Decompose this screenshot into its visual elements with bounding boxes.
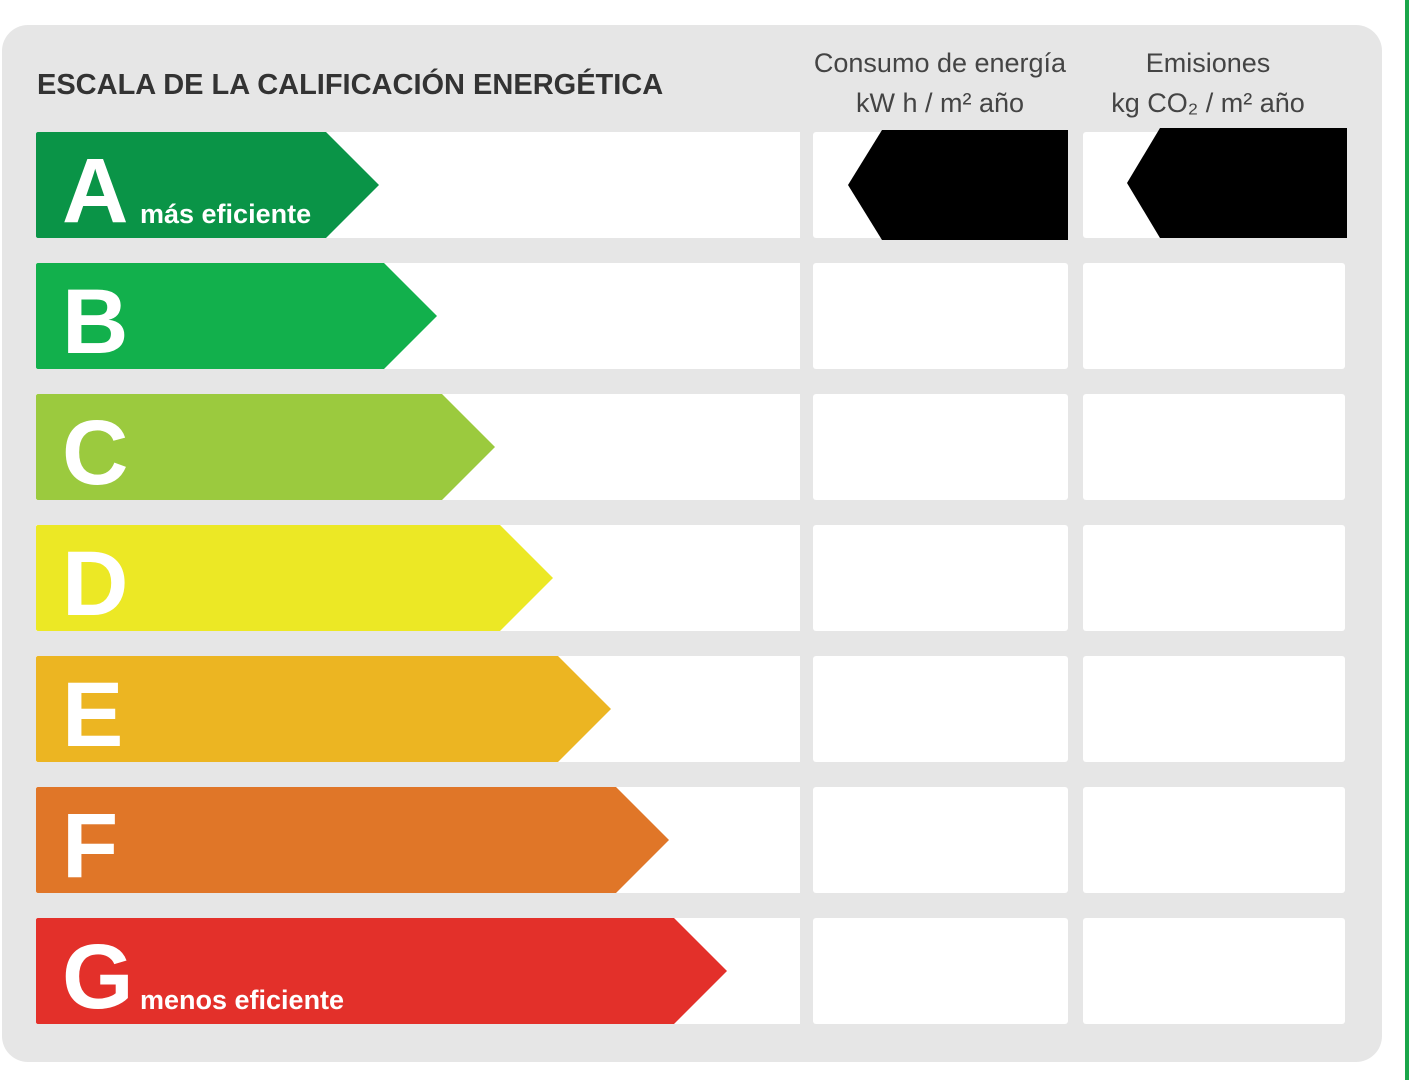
- emission-cell: [1083, 918, 1345, 1024]
- grade-letter: D: [62, 533, 128, 635]
- energy-cell: [813, 394, 1068, 500]
- column-header: Consumo de energía: [814, 48, 1067, 78]
- grade-note: más eficiente: [140, 199, 311, 229]
- grade-arrow: [36, 918, 727, 1024]
- grade-arrow: [36, 525, 553, 631]
- emission-cell: [1083, 787, 1345, 893]
- energy-cell: [813, 918, 1068, 1024]
- energy-indicator: [848, 130, 1068, 240]
- grade-letter: F: [62, 795, 118, 897]
- grade-letter: A: [62, 140, 128, 242]
- energy-cell: [813, 525, 1068, 631]
- edge-line: [1405, 0, 1409, 1080]
- column-header: Emisiones: [1146, 48, 1271, 78]
- title: ESCALA DE LA CALIFICACIÓN ENERGÉTICA: [37, 67, 663, 101]
- grade-arrow: [36, 132, 379, 238]
- emission-cell: [1083, 525, 1345, 631]
- energy-cell: [813, 656, 1068, 762]
- emission-cell: [1083, 263, 1345, 369]
- grade-letter: B: [62, 271, 128, 373]
- grade-arrow: [36, 656, 611, 762]
- grade-arrow: [36, 394, 495, 500]
- column-header: kW h / m² año: [856, 88, 1024, 118]
- grade-letter: E: [62, 664, 123, 766]
- grade-note: menos eficiente: [140, 985, 344, 1015]
- column-header: kg CO₂ / m² año: [1111, 88, 1305, 118]
- emission-indicator: [1127, 128, 1347, 238]
- grade-letter: C: [62, 402, 128, 504]
- energy-cell: [813, 787, 1068, 893]
- grade-arrow: [36, 263, 437, 369]
- grade-arrow: [36, 787, 669, 893]
- emission-cell: [1083, 656, 1345, 762]
- energy-cell: [813, 263, 1068, 369]
- grade-letter: G: [62, 926, 134, 1028]
- emission-cell: [1083, 394, 1345, 500]
